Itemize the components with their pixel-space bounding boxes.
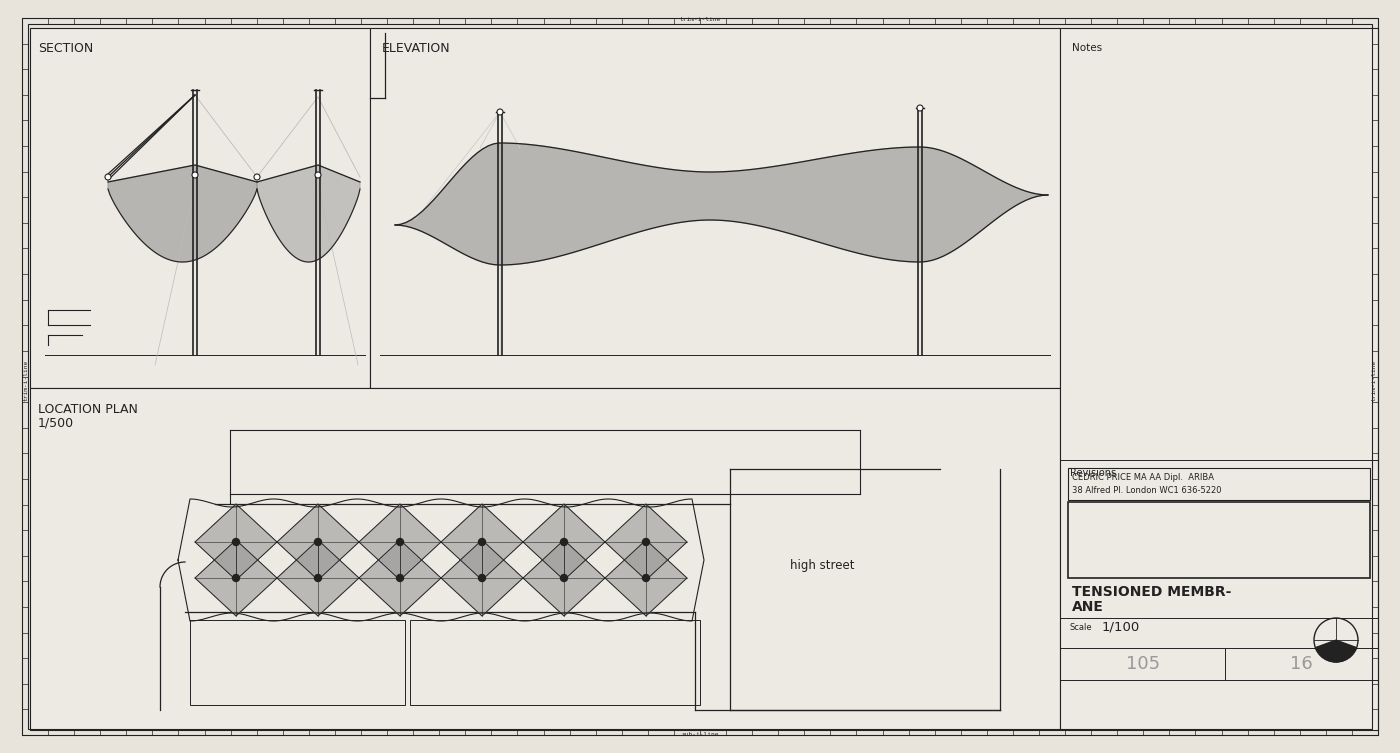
Text: ANE: ANE xyxy=(1072,600,1103,614)
Circle shape xyxy=(497,109,503,115)
Circle shape xyxy=(479,538,486,545)
Text: sub-i-line: sub-i-line xyxy=(682,732,718,737)
Polygon shape xyxy=(358,504,441,580)
Polygon shape xyxy=(277,504,358,580)
Circle shape xyxy=(105,174,111,180)
Polygon shape xyxy=(195,540,277,616)
Text: 16: 16 xyxy=(1291,655,1313,673)
Circle shape xyxy=(315,172,321,178)
Text: high street: high street xyxy=(790,559,854,572)
Text: Revisions: Revisions xyxy=(1070,468,1116,478)
Text: 105: 105 xyxy=(1126,655,1159,673)
Circle shape xyxy=(232,575,239,581)
Bar xyxy=(1060,28,1378,730)
Polygon shape xyxy=(358,540,441,616)
Polygon shape xyxy=(441,540,524,616)
Circle shape xyxy=(315,575,322,581)
Circle shape xyxy=(917,105,923,111)
Text: SECTION: SECTION xyxy=(38,42,94,55)
Text: 1/100: 1/100 xyxy=(1102,621,1140,634)
Text: Scale: Scale xyxy=(1070,623,1092,632)
Bar xyxy=(29,388,1060,730)
Text: 38 Alfred Pl. London WC1 636-5220: 38 Alfred Pl. London WC1 636-5220 xyxy=(1072,486,1221,495)
Circle shape xyxy=(192,172,197,178)
Polygon shape xyxy=(258,165,360,262)
Circle shape xyxy=(560,538,567,545)
Text: trim-i-line: trim-i-line xyxy=(679,17,721,22)
Polygon shape xyxy=(441,504,524,580)
Circle shape xyxy=(479,575,486,581)
Polygon shape xyxy=(605,504,687,580)
Circle shape xyxy=(560,575,567,581)
Polygon shape xyxy=(195,504,277,580)
Circle shape xyxy=(396,538,403,545)
Bar xyxy=(410,620,700,705)
Wedge shape xyxy=(1316,640,1357,662)
Bar xyxy=(1068,502,1371,578)
Text: Notes: Notes xyxy=(1072,43,1102,53)
Text: TENSIONED MEMBR-: TENSIONED MEMBR- xyxy=(1072,585,1232,599)
Polygon shape xyxy=(524,504,605,580)
Bar xyxy=(190,620,405,705)
Circle shape xyxy=(643,538,650,545)
Text: ELEVATION: ELEVATION xyxy=(382,42,451,55)
Text: trim-i-line: trim-i-line xyxy=(24,359,28,401)
Polygon shape xyxy=(524,540,605,616)
Bar xyxy=(29,28,370,388)
Circle shape xyxy=(396,575,403,581)
Polygon shape xyxy=(277,540,358,616)
Polygon shape xyxy=(108,165,258,262)
Circle shape xyxy=(232,538,239,545)
Text: CEDRIC PRICE MA AA Dipl.  ARIBA: CEDRIC PRICE MA AA Dipl. ARIBA xyxy=(1072,473,1214,482)
Text: LOCATION PLAN: LOCATION PLAN xyxy=(38,403,137,416)
Polygon shape xyxy=(605,540,687,616)
Text: 1/500: 1/500 xyxy=(38,416,74,429)
Circle shape xyxy=(253,174,260,180)
Bar xyxy=(370,28,1060,388)
Text: trim-i-line: trim-i-line xyxy=(1372,359,1376,401)
Circle shape xyxy=(643,575,650,581)
Circle shape xyxy=(315,538,322,545)
Bar xyxy=(1068,468,1371,500)
Polygon shape xyxy=(395,143,1049,265)
